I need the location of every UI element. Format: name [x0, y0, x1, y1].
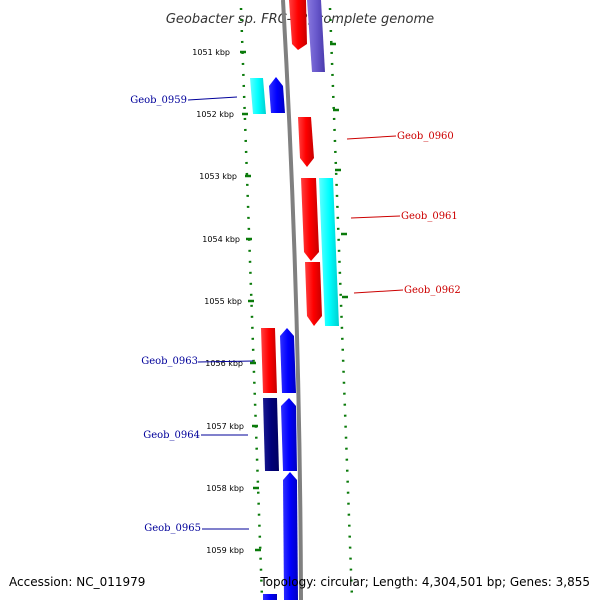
scale-tick-label: 1058 kbp: [206, 484, 244, 493]
genome-backbone: [281, 0, 303, 600]
gene-feature-red: [298, 117, 314, 167]
gene-feature-cyan: [319, 178, 339, 326]
gene-feature-blue: [281, 398, 297, 471]
scale-tick-label: 1052 kbp: [196, 110, 234, 119]
scale-tick-label: 1056 kbp: [205, 359, 243, 368]
scale-tick-label: 1054 kbp: [202, 235, 240, 244]
accession-text: Accession: NC_011979: [9, 575, 145, 589]
gene-feature-red: [301, 178, 319, 261]
gene-label-geob-0965[interactable]: Geob_0965: [144, 523, 201, 534]
scale-tick-labels: 1051 kbp 1052 kbp 1053 kbp 1054 kbp 1055…: [192, 48, 244, 555]
scale-tick-label: 1051 kbp: [192, 48, 230, 57]
leader-line: [350, 215, 401, 219]
leader-line: [187, 96, 238, 101]
gene-label-geob-0960[interactable]: Geob_0960: [397, 131, 454, 142]
gene-label-geob-0961[interactable]: Geob_0961: [401, 211, 458, 222]
scale-tick-label: 1053 kbp: [199, 172, 237, 181]
scale-tick-label: 1057 kbp: [206, 422, 244, 431]
gene-label-geob-0962[interactable]: Geob_0962: [404, 285, 461, 296]
gene-feature-red: [305, 262, 322, 326]
leader-line: [197, 360, 254, 363]
gene-feature-blue: [283, 472, 298, 600]
gene-feature-blue: [263, 594, 277, 600]
leader-line: [346, 135, 397, 140]
gene-label-geob-0963[interactable]: Geob_0963: [141, 356, 198, 367]
scale-ticks: [240, 42, 348, 552]
gene-features: [250, 0, 339, 600]
gene-feature-dark-blue: [263, 398, 279, 471]
gene-label-geob-0964[interactable]: Geob_0964: [143, 430, 200, 441]
topology-text: Topology: circular; Length: 4,304,501 bp…: [259, 575, 590, 589]
gene-feature-red: [289, 0, 307, 50]
leader-line: [353, 289, 404, 294]
gene-label-geob-0959[interactable]: Geob_0959: [130, 95, 187, 106]
scale-tick-label: 1059 kbp: [206, 546, 244, 555]
scale-tick-label: 1055 kbp: [204, 297, 242, 306]
label-leader-lines: [187, 96, 404, 530]
gene-labels: Geob_0959 Geob_0963 Geob_0964 Geob_0965 …: [130, 95, 461, 534]
gene-feature-red: [261, 328, 277, 393]
gene-feature-blue: [269, 77, 285, 113]
gene-feature-faded: [307, 0, 325, 72]
gene-feature-cyan: [250, 78, 266, 114]
gene-feature-blue: [280, 328, 296, 393]
